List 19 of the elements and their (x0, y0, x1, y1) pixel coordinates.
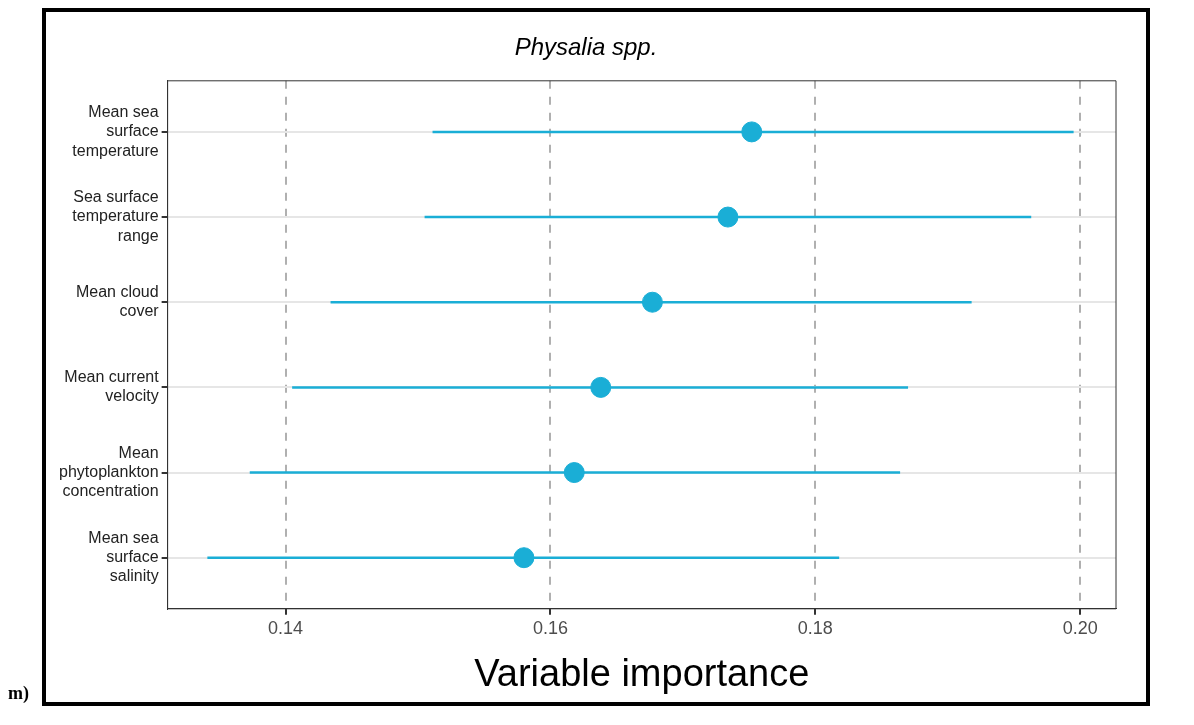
y-tick-label: Mean phytoplankton concentration (58, 443, 159, 500)
point (741, 121, 763, 143)
point (641, 291, 663, 313)
y-tick-label: Mean cloud cover (75, 283, 160, 320)
text: m) (8, 683, 29, 703)
x-tick-label: 0.20 (1062, 617, 1098, 638)
chart-title: Physalia spp. (514, 33, 658, 61)
x-tick-label: 0.18 (797, 617, 833, 638)
y-tick-label: Mean current velocity (64, 368, 160, 405)
y-tick-label: Sea surface temperature range (72, 188, 159, 244)
point (717, 206, 739, 228)
y-tick-label: Mean sea surface salinity (88, 528, 159, 585)
x-tick-label: 0.16 (532, 617, 568, 638)
point (563, 462, 585, 484)
y-tick-label: Mean sea surface temperature (72, 103, 159, 159)
x-tick-label: 0.14 (267, 617, 304, 638)
point (513, 547, 535, 569)
x-axis-title: Variable importance (474, 651, 810, 694)
point (590, 376, 612, 398)
